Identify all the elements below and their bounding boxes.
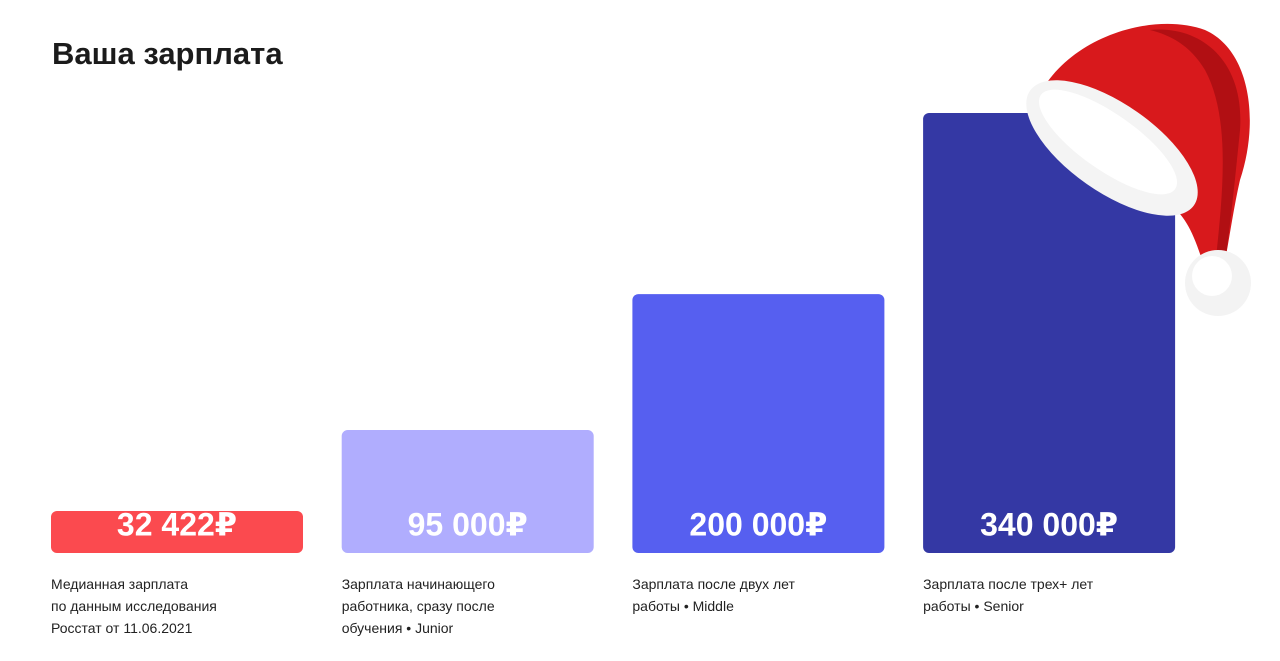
bar [51, 511, 303, 553]
value-label: 200 000₽ [689, 506, 827, 542]
bar [923, 113, 1176, 553]
value-label: 340 000₽ [980, 506, 1118, 542]
santa-hat [1026, 23, 1251, 316]
category-label: Зарплата начинающего работника, сразу по… [341, 576, 495, 636]
bar [341, 430, 594, 553]
category-label: Зарплата после двух лет работы • Middle [632, 576, 795, 614]
bar [632, 294, 885, 553]
category-label: Зарплата после трех+ лет работы • Senior [923, 576, 1094, 614]
value-label: 32 422₽ [117, 506, 237, 542]
value-label: 95 000₽ [408, 506, 528, 542]
chart-title: Ваша зарплата [52, 36, 283, 71]
bars: 32 422₽ 95 000₽ 200 000₽ 340 000₽ [51, 113, 1176, 553]
category-label: Медианная зарплата по данным исследовани… [51, 576, 217, 636]
